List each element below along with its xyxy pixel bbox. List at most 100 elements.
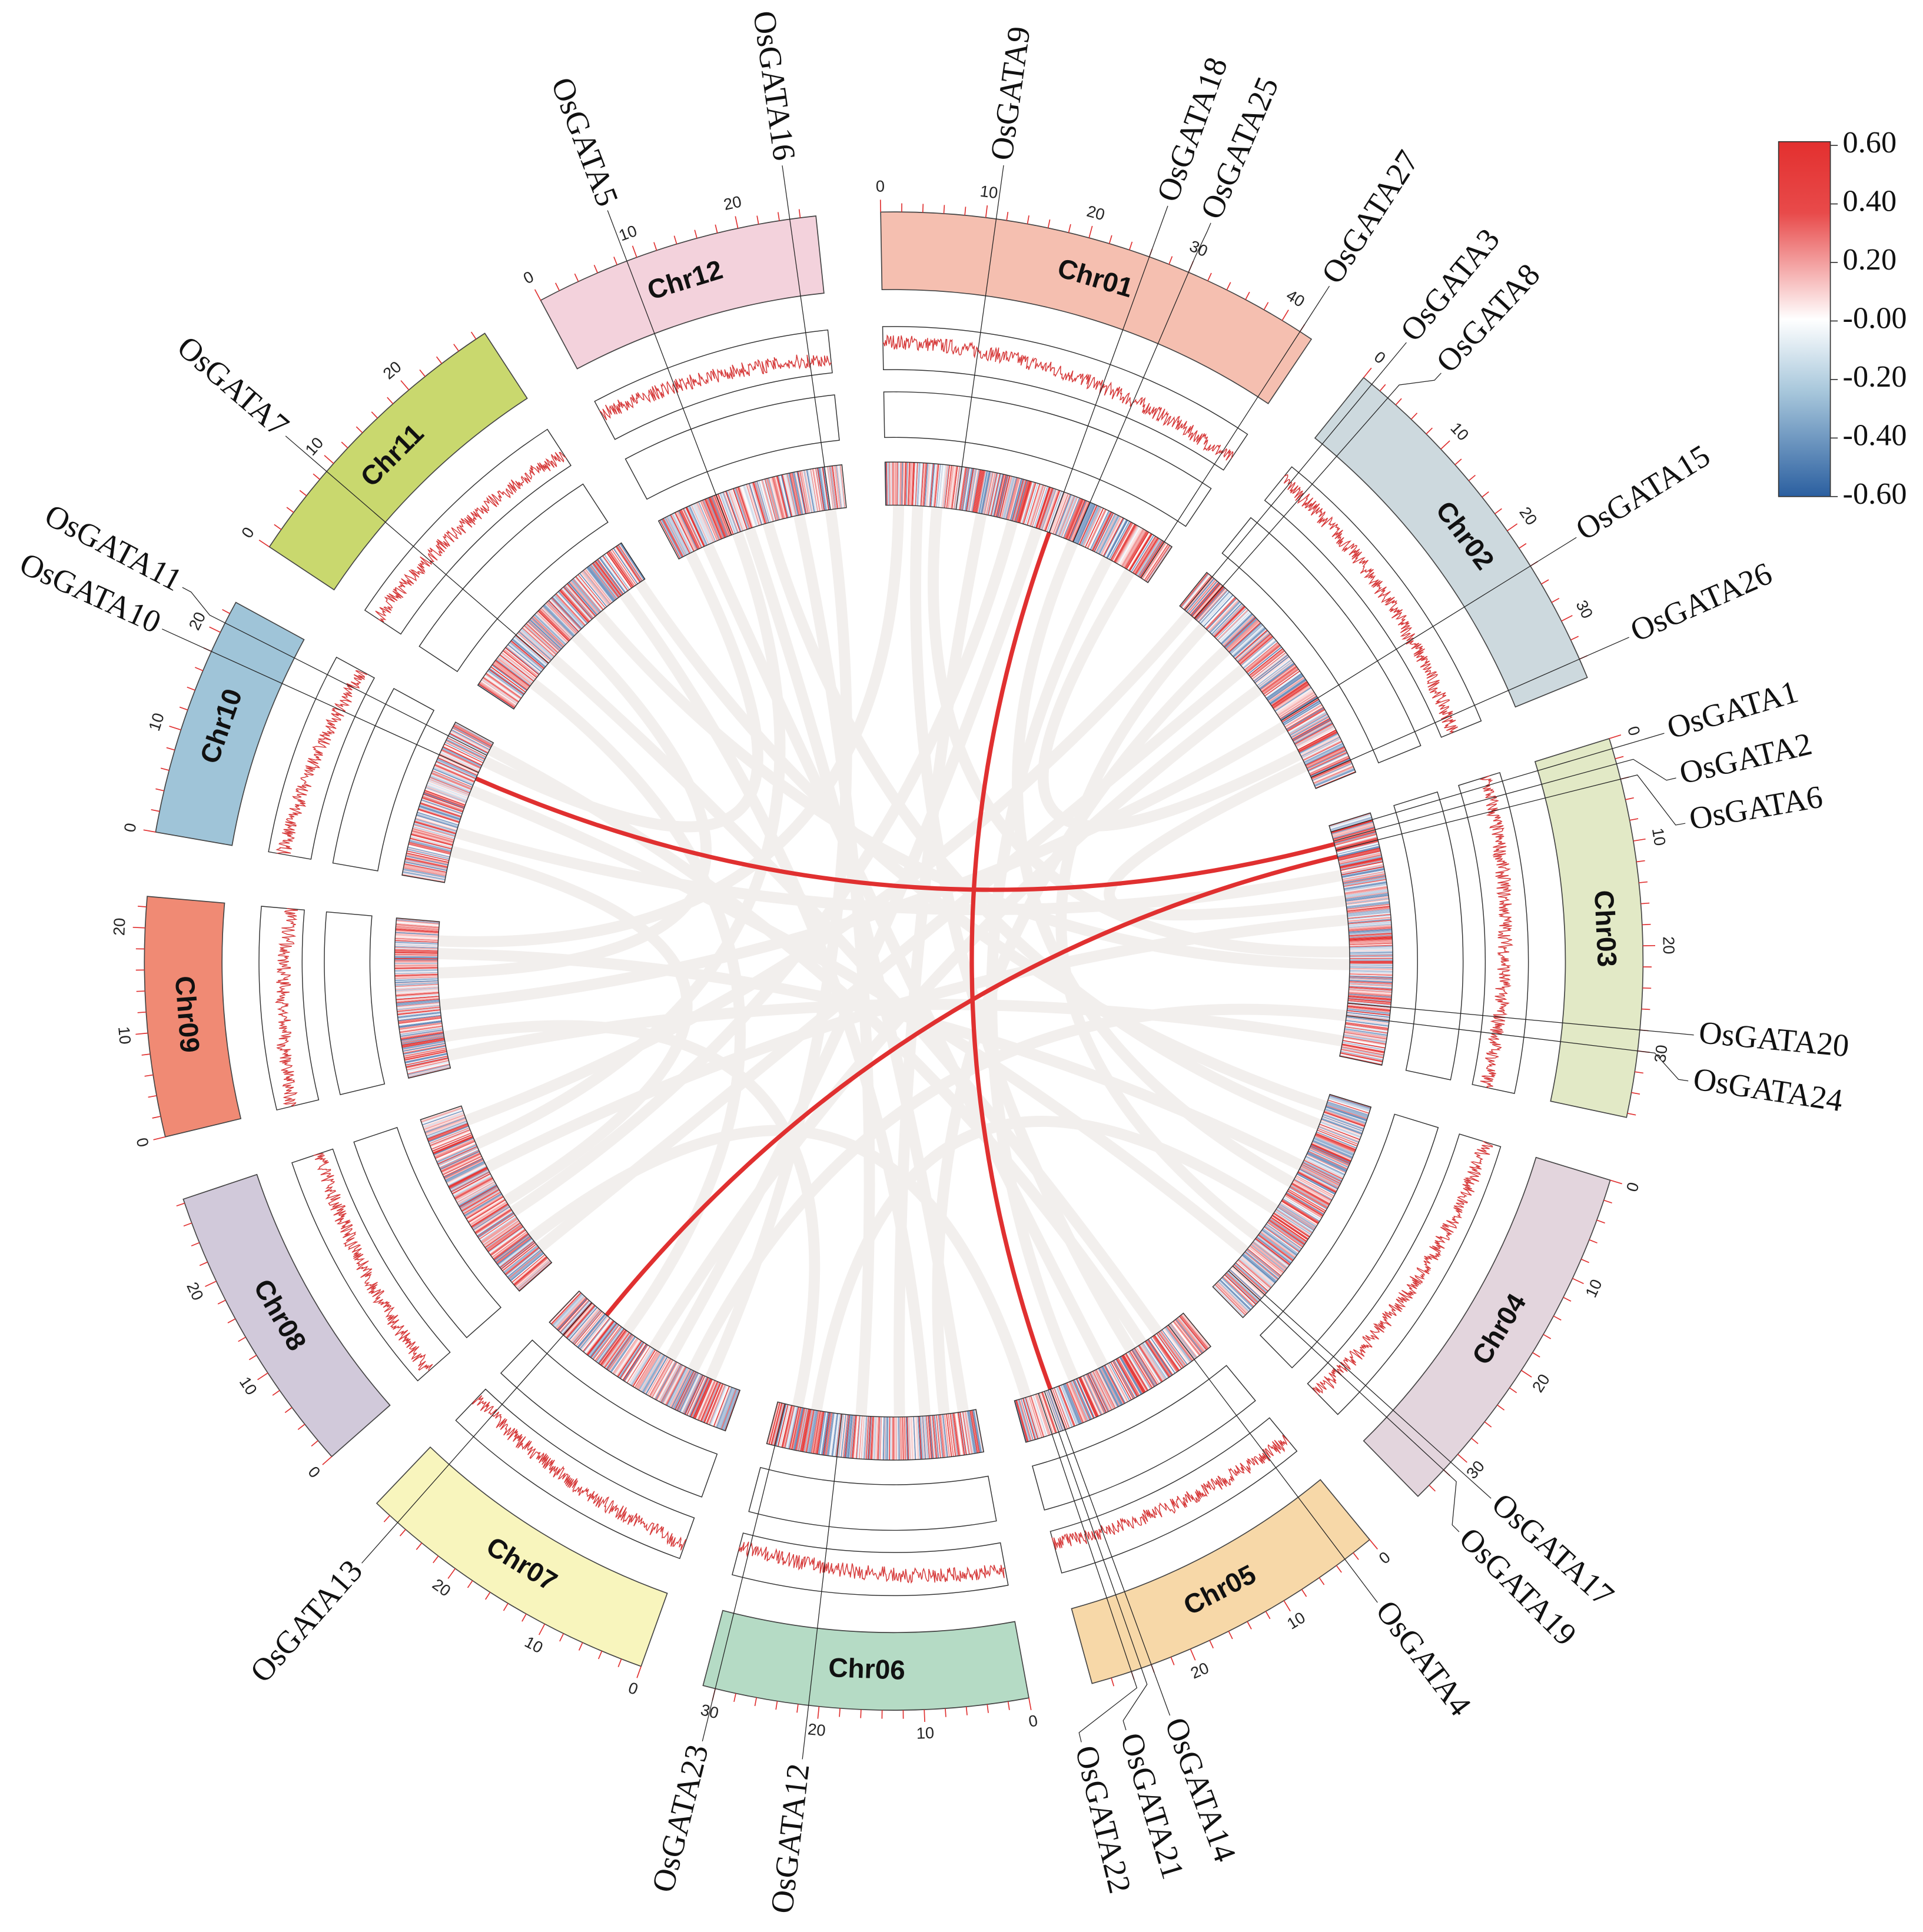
heatmap-cell bbox=[1307, 1151, 1347, 1171]
heatmap-cell bbox=[1337, 843, 1379, 855]
tick-mark bbox=[356, 426, 363, 434]
heatmap-cell bbox=[898, 1416, 900, 1461]
tick-mark bbox=[1047, 219, 1051, 228]
heatmap-cell bbox=[1180, 1315, 1208, 1350]
heatmap-cell bbox=[678, 1372, 698, 1412]
heatmap-cell bbox=[1267, 674, 1303, 700]
heatmap-cell bbox=[394, 971, 438, 973]
heatmap-cell bbox=[647, 1357, 670, 1396]
heatmap-cell bbox=[517, 633, 551, 662]
gene-label: OsGATA13 bbox=[243, 1552, 369, 1689]
heatmap-cell bbox=[890, 462, 892, 506]
heatmap-cell bbox=[1300, 734, 1339, 756]
heatmap-cell bbox=[494, 1234, 530, 1261]
heatmap-cell bbox=[1247, 646, 1281, 674]
heatmap-cell bbox=[843, 1414, 849, 1458]
heatmap-cell bbox=[529, 620, 561, 650]
heatmap-cell bbox=[1223, 1275, 1255, 1306]
chromosome-label: Chr03 bbox=[1589, 889, 1623, 967]
heatmap-cell bbox=[398, 1021, 442, 1028]
heatmap-cell bbox=[795, 471, 805, 514]
heatmap-cell bbox=[948, 465, 954, 509]
heatmap-cell bbox=[594, 1326, 622, 1361]
heatmap-cell bbox=[1166, 1326, 1193, 1362]
heatmap-cell bbox=[1257, 659, 1292, 686]
heatmap-cell bbox=[1346, 1016, 1390, 1023]
heatmap-cell bbox=[663, 518, 684, 557]
heatmap-cell bbox=[1119, 1356, 1142, 1395]
heatmap-cell bbox=[394, 960, 438, 962]
heatmap-cell bbox=[1251, 651, 1286, 679]
heatmap-cell bbox=[1077, 1378, 1096, 1418]
heatmap-cell bbox=[1273, 684, 1310, 710]
tick-mark bbox=[1265, 1611, 1271, 1620]
tick-label: 0 bbox=[876, 177, 885, 195]
heatmap-cell bbox=[1301, 736, 1340, 757]
heatmap-cell bbox=[461, 1189, 500, 1212]
heatmap-cell bbox=[972, 469, 981, 513]
heatmap-cell bbox=[1251, 1243, 1286, 1271]
heatmap-cell bbox=[1076, 504, 1095, 544]
heatmap-cell bbox=[544, 604, 575, 636]
tick-mark bbox=[574, 273, 579, 282]
heatmap-cell bbox=[1327, 1102, 1369, 1117]
heatmap-cell bbox=[1336, 843, 1379, 854]
heatmap-cell bbox=[1349, 987, 1392, 991]
heatmap-cell bbox=[444, 1159, 484, 1179]
heatmap-cell bbox=[855, 1415, 860, 1459]
heatmap-cell bbox=[1244, 641, 1278, 670]
heatmap-cell bbox=[633, 1350, 657, 1388]
heatmap-cell bbox=[582, 1317, 610, 1352]
heatmap-cell bbox=[505, 1247, 540, 1275]
heatmap-cell bbox=[602, 1331, 629, 1367]
heatmap-cell bbox=[424, 790, 466, 807]
heatmap-cell bbox=[990, 473, 1001, 516]
heatmap-cell bbox=[408, 842, 451, 853]
heatmap-cell bbox=[396, 995, 439, 999]
heatmap-cell bbox=[1341, 869, 1385, 879]
heatmap-cell bbox=[1146, 546, 1171, 583]
heatmap-cell bbox=[1214, 606, 1246, 638]
heatmap-cell bbox=[440, 1152, 481, 1172]
heatmap-cell bbox=[707, 497, 725, 538]
tick-mark bbox=[238, 1336, 246, 1342]
heatmap-cell bbox=[506, 646, 540, 674]
heatmap-cell bbox=[1240, 637, 1274, 666]
heatmap-cell bbox=[1340, 1050, 1383, 1060]
heatmap-cell bbox=[567, 582, 597, 616]
heatmap-cell bbox=[908, 462, 911, 506]
heatmap-cell bbox=[395, 980, 439, 983]
heatmap-cell bbox=[550, 1291, 581, 1324]
heatmap-cell bbox=[1270, 679, 1306, 704]
empty-track-frame bbox=[1393, 791, 1464, 1080]
heatmap-cell bbox=[603, 1332, 629, 1368]
heatmap-cell bbox=[1349, 953, 1393, 955]
heatmap-cell bbox=[1326, 1103, 1368, 1119]
heatmap-cell bbox=[1074, 503, 1092, 543]
heatmap-cell bbox=[783, 1405, 794, 1448]
heatmap-cell bbox=[1349, 946, 1393, 948]
heatmap-cell bbox=[1039, 488, 1055, 530]
heatmap-cell bbox=[1272, 683, 1309, 708]
heatmap-cell bbox=[1233, 628, 1267, 658]
heatmap-cell bbox=[427, 1122, 468, 1139]
heatmap-cell bbox=[573, 577, 602, 611]
heatmap-cell bbox=[1317, 1128, 1359, 1145]
heatmap-cell bbox=[1328, 1099, 1370, 1113]
heatmap-cell bbox=[1342, 873, 1386, 882]
heatmap-cell bbox=[395, 979, 439, 982]
heatmap-track-frame bbox=[1014, 1312, 1212, 1443]
heatmap-cell bbox=[683, 1374, 702, 1414]
heatmap-cell bbox=[1298, 1170, 1337, 1192]
heatmap-cell bbox=[504, 1246, 539, 1275]
heatmap-cell bbox=[410, 836, 453, 848]
heatmap-cell bbox=[789, 1406, 799, 1449]
heatmap-cell bbox=[940, 1414, 946, 1458]
empty-track-frame bbox=[332, 688, 435, 872]
heatmap-cell bbox=[519, 1262, 552, 1292]
heatmap-cell bbox=[1229, 1269, 1262, 1299]
tracks-chr03 bbox=[1329, 772, 1529, 1095]
tracks-chr12 bbox=[594, 329, 847, 560]
empty-track-frame bbox=[1221, 517, 1422, 764]
heatmap-cell bbox=[1200, 591, 1231, 625]
